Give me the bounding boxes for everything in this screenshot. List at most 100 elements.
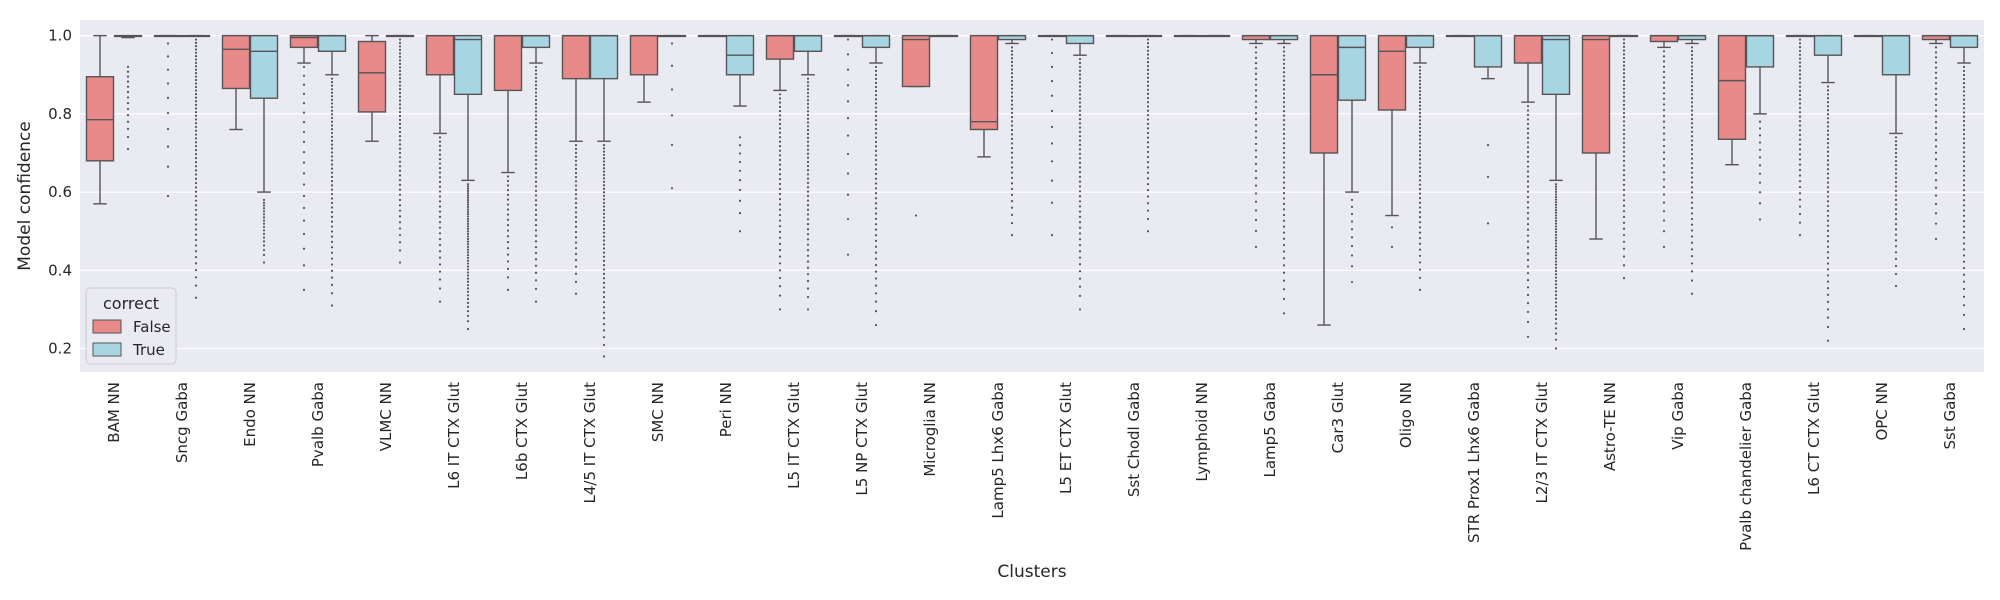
outlier-point [1798,77,1802,80]
outlier-point [1078,205,1082,208]
box-body [1745,34,1775,68]
outlier-point [1962,107,1966,110]
outlier-point [506,213,510,216]
outlier-point [1282,58,1286,61]
outlier-point [194,195,198,198]
outlier-point [1622,215,1626,218]
outlier-point [1662,151,1666,154]
outlier-point [778,149,782,152]
outlier-point [1418,192,1422,195]
outlier-point [874,217,878,220]
outlier-point [1526,132,1530,135]
box-false [289,34,319,291]
outlier-point [1962,86,1966,89]
outlier-point [466,205,470,209]
outlier-point [1826,129,1830,132]
outlier-point [1962,124,1966,127]
outlier-point [126,70,130,73]
box-body [493,34,523,92]
outlier-point [330,120,334,123]
outlier-point [1486,175,1490,178]
outlier-point [1962,164,1966,168]
outlier-point [574,197,578,200]
outlier-point [1418,119,1422,122]
outlier-point [1078,118,1082,121]
outlier-point [1798,133,1802,136]
outlier-point [194,114,198,117]
outlier-point [778,131,782,134]
outlier-point [302,172,306,175]
outlier-point [438,176,442,179]
outlier-point [574,259,578,262]
outlier-point [1798,38,1802,41]
x-tick-label: Vip Gaba [1669,382,1687,450]
outlier-point [1758,148,1762,151]
outlier-point [574,155,578,158]
outlier-point [1146,88,1150,91]
outlier-point [1622,38,1626,41]
outlier-point [1758,134,1762,137]
outlier-point [438,237,442,241]
outlier-point [166,145,170,148]
outlier-point [874,149,878,152]
box-true [725,34,755,233]
outlier-point [1554,217,1558,220]
outlier-point [1934,92,1938,96]
outlier-point [806,152,810,155]
box-true [113,34,143,151]
outlier-point [1282,297,1286,301]
outlier-point [126,120,130,123]
outlier-point [1798,42,1802,45]
outlier-point [1010,64,1014,67]
outlier-point [602,163,606,166]
outlier-point [1798,81,1802,84]
outlier-point [438,171,442,174]
outlier-point [602,286,606,289]
outlier-point [1554,293,1558,297]
outlier-point [126,114,130,117]
outlier-point [534,106,538,109]
outlier-point [398,66,402,69]
outlier-point [1798,143,1802,146]
outlier-point [1690,73,1694,76]
outlier-point [1622,53,1626,56]
outlier-point [574,272,578,275]
outlier-point [806,223,810,226]
outlier-point [778,255,782,258]
outlier-point [330,143,334,146]
outlier-point [466,265,470,268]
x-tick-label: L5 NP CTX Glut [853,382,871,496]
box-false [1853,34,1883,38]
outlier-point [1146,136,1150,139]
outlier-point [1554,317,1558,320]
outlier-point [1254,72,1258,75]
outlier-point [1894,257,1898,260]
outlier-point [1146,141,1150,144]
outlier-point [874,127,878,130]
outlier-point [438,136,442,139]
outlier-point [574,265,578,268]
outlier-point [1826,224,1830,227]
outlier-point [1798,148,1802,151]
outlier-point [330,84,334,87]
outlier-point [466,201,470,204]
outlier-point [194,72,198,75]
outlier-point [1826,200,1830,203]
outlier-point [778,168,782,171]
box-false [629,34,659,103]
outlier-point [1554,273,1558,276]
outlier-point [1758,218,1762,221]
outlier-point [1798,185,1802,189]
outlier-point [398,130,402,134]
outlier-point [1826,109,1830,112]
outlier-point [574,176,578,179]
outlier-point [1010,60,1014,64]
outlier-point [1690,255,1694,258]
outlier-point [1894,198,1898,201]
outlier-point [1554,211,1558,214]
outlier-point [1526,190,1530,193]
outlier-point [1826,251,1830,254]
outlier-point [1758,191,1762,194]
box-body [357,40,387,113]
outlier-point [874,177,878,180]
